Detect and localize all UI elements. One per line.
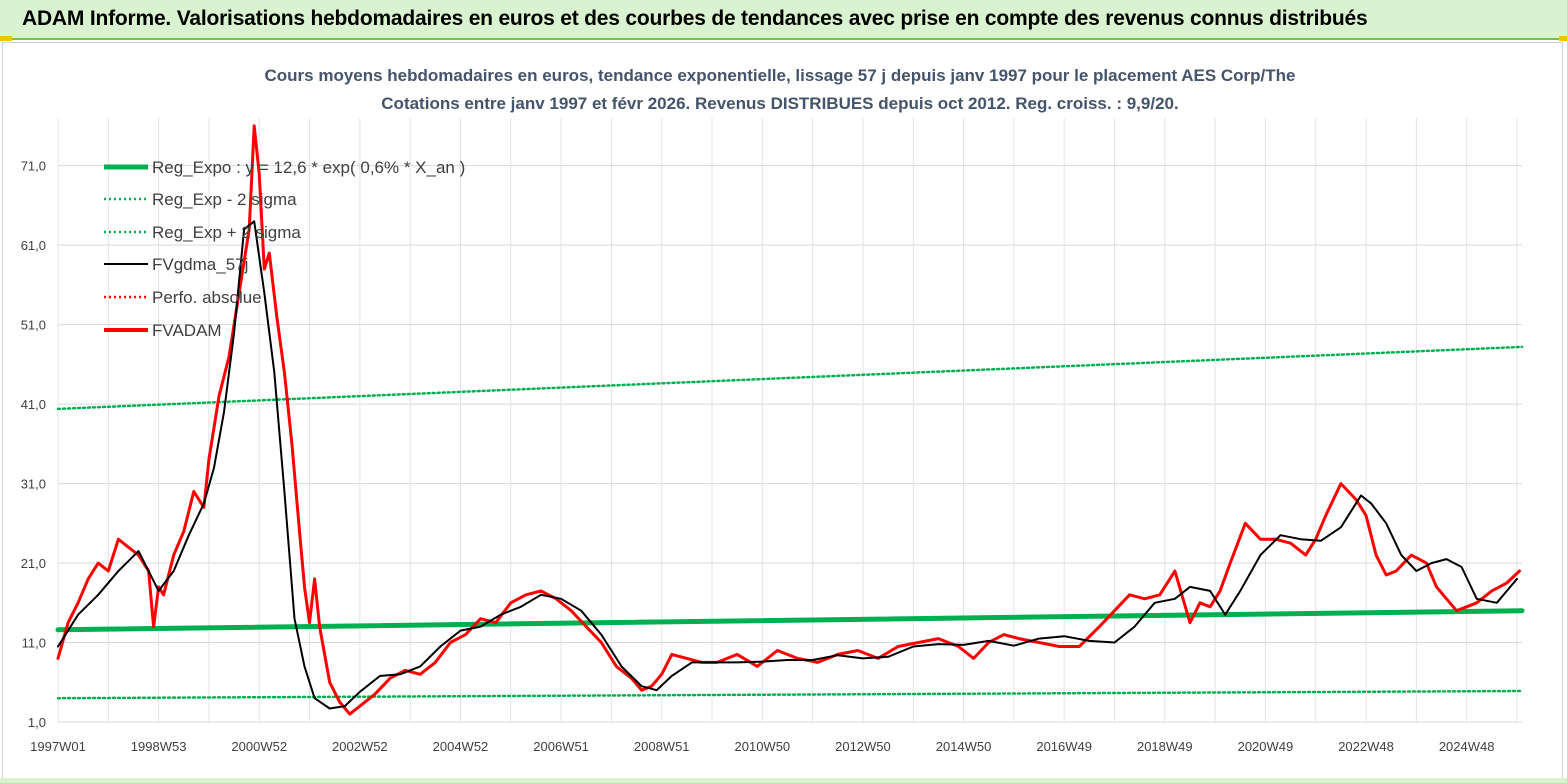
x-tick-label: 2012W50: [835, 739, 891, 754]
x-tick-label: 2016W49: [1036, 739, 1092, 754]
report-title: ADAM Informe. Valorisations hebdomadaire…: [22, 7, 1368, 30]
series-line-0: [55, 608, 1525, 633]
banner-accent-left: [0, 36, 12, 41]
series-line-5: [56, 124, 1521, 716]
series-lines: [55, 124, 1525, 716]
x-tick-label: 2018W49: [1137, 739, 1193, 754]
x-tick-label: 2004W52: [433, 739, 489, 754]
legend-label: Reg_Expo : y = 12,6 * exp( 0,6% * X_an ): [152, 158, 465, 177]
y-tick-label: 21,0: [21, 556, 46, 571]
x-axis-ticks: 1997W01 1998W53 2000W52 2002W52 2004W52 2006W…: [30, 739, 1494, 754]
y-tick-label: 71,0: [21, 159, 46, 174]
y-tick-label: 11,0: [22, 636, 46, 651]
x-tick-label: 2006W51: [533, 739, 589, 754]
chart-title-line2: Cotations entre janv 1997 et févr 2026. …: [381, 94, 1178, 113]
report-banner: ADAM Informe. Valorisations hebdomadaire…: [0, 0, 1567, 40]
x-tick-label: 2024W48: [1439, 739, 1495, 754]
y-tick-label: 1,0: [28, 715, 46, 730]
x-tick-label: 2022W48: [1338, 739, 1394, 754]
y-axis-ticks: 71,0 61,0 51,0 41,0 31,0 21,0 11,0 1,0: [21, 159, 46, 730]
x-tick-label: 1998W53: [131, 739, 187, 754]
x-tick-label: 2008W51: [634, 739, 690, 754]
legend-label: Perfo. absolue: [152, 288, 262, 307]
x-tick-label: 2010W50: [735, 739, 791, 754]
legend-label: Reg_Exp + 2 sigma: [152, 223, 301, 242]
banner-accent-right: [1559, 36, 1567, 41]
series-line-2: [56, 345, 1524, 411]
bottom-strip: [0, 778, 1567, 783]
legend: Reg_Expo : y = 12,6 * exp( 0,6% * X_an )…: [104, 158, 465, 340]
x-tick-label: 2002W52: [332, 739, 388, 754]
y-tick-label: 41,0: [21, 397, 46, 412]
x-tick-label: 2020W49: [1238, 739, 1294, 754]
x-tick-label: 1997W01: [30, 739, 86, 754]
series-line-1: [56, 689, 1524, 700]
y-tick-label: 31,0: [21, 477, 46, 492]
legend-label: Reg_Exp - 2 sigma: [152, 190, 297, 209]
legend-label: FVADAM: [152, 321, 222, 340]
x-tick-label: 2000W52: [231, 739, 287, 754]
y-tick-label: 61,0: [21, 238, 46, 253]
y-tick-label: 51,0: [21, 318, 46, 333]
x-tick-label: 2014W50: [936, 739, 992, 754]
legend-label: FVgdma_57j: [152, 255, 248, 274]
chart-title-line1: Cours moyens hebdomadaires en euros, ten…: [264, 66, 1295, 85]
series-line-3: [57, 220, 1518, 710]
